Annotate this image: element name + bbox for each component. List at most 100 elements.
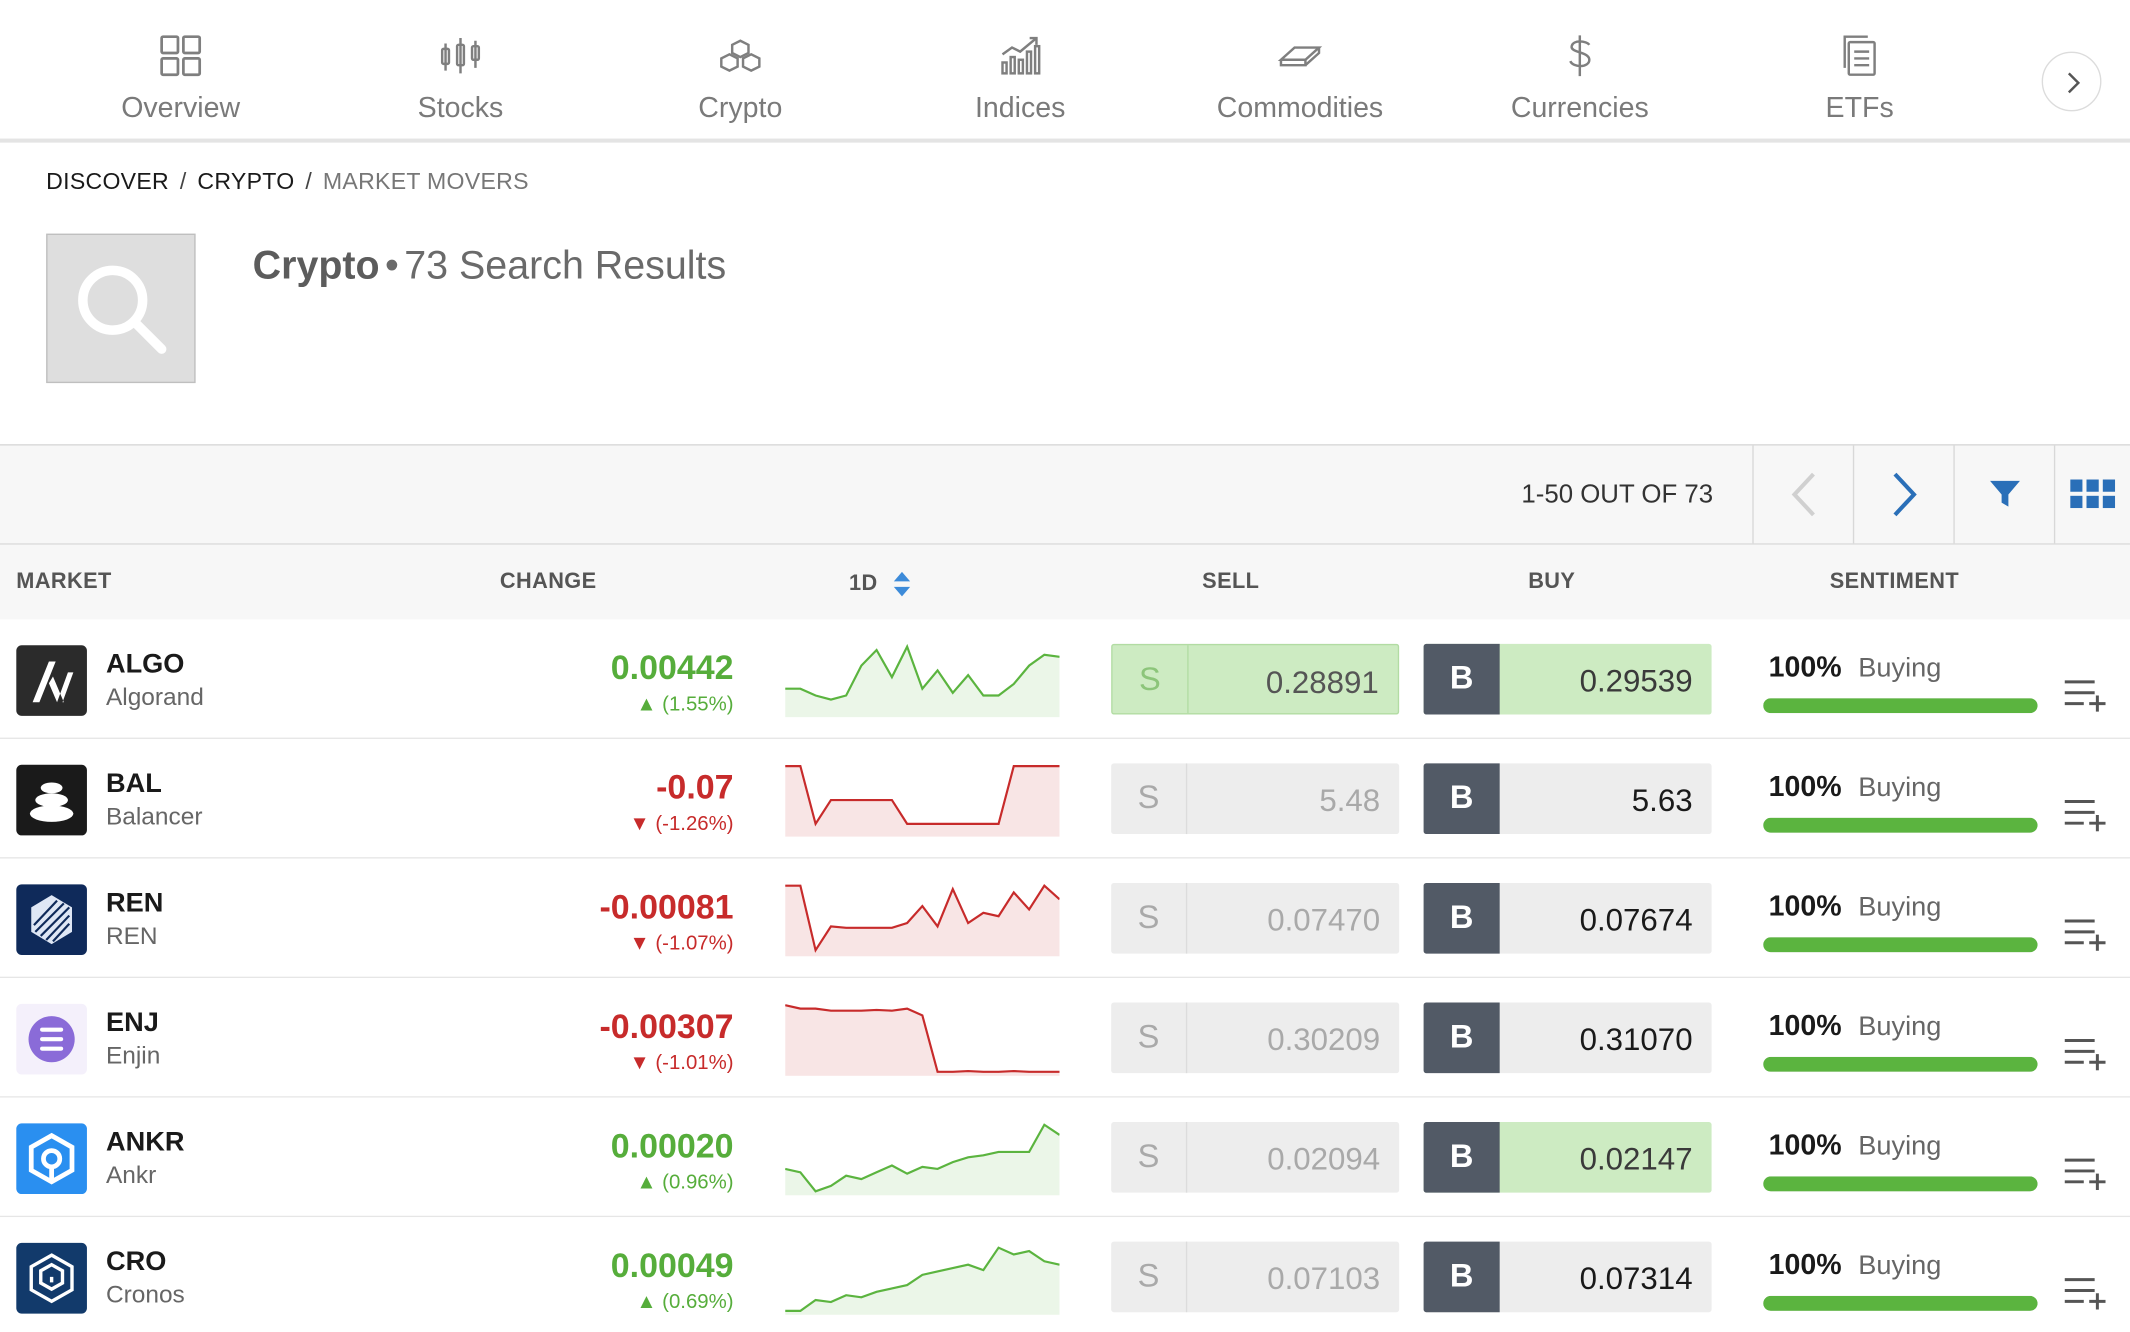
bar-trend-icon bbox=[1001, 36, 1041, 75]
buy-price: 0.31070 bbox=[1579, 1021, 1693, 1057]
market-symbol[interactable]: REN bbox=[105, 888, 164, 919]
market-name: Enjin bbox=[105, 1041, 161, 1070]
table-row[interactable]: CRO Cronos 0.00049 ▲ (0.69%) S 0.07103 B 0… bbox=[0, 1217, 2130, 1332]
add-to-watchlist-icon[interactable] bbox=[2062, 793, 2108, 832]
column-header-period[interactable]: 1D bbox=[849, 571, 911, 598]
buy-button[interactable]: B 0.07674 bbox=[1423, 882, 1712, 954]
column-header-sentiment[interactable]: SENTIMENT bbox=[1829, 570, 1960, 594]
sentiment-percent: 100% bbox=[1768, 652, 1842, 684]
gold-bar-icon bbox=[1277, 46, 1323, 67]
search-icon bbox=[78, 265, 167, 354]
buy-button[interactable]: B 5.63 bbox=[1423, 763, 1712, 835]
market-symbol[interactable]: ANKR bbox=[105, 1127, 185, 1158]
column-header-market[interactable]: MARKET bbox=[16, 570, 112, 594]
filter-button[interactable] bbox=[1953, 445, 2054, 544]
change-value: 0.00049 bbox=[610, 1247, 734, 1286]
sparkline-chart bbox=[785, 1246, 1060, 1315]
grid-icon bbox=[160, 35, 202, 77]
category-nav: Overview Stocks Crypto Indices bbox=[0, 0, 2130, 143]
sell-price: 0.07103 bbox=[1267, 1260, 1381, 1296]
nav-item-etfs[interactable]: ETFs bbox=[1720, 0, 2000, 139]
dollar-icon bbox=[1569, 35, 1591, 77]
nav-item-indices[interactable]: Indices bbox=[880, 0, 1160, 139]
buy-button[interactable]: B 0.31070 bbox=[1423, 1002, 1712, 1074]
sparkline-line bbox=[785, 1123, 1060, 1193]
nav-scroll-right-button[interactable] bbox=[2041, 51, 2102, 112]
table-row[interactable]: ENJ Enjin -0.00307 ▼ (-1.01%) S 0.30209 B… bbox=[0, 978, 2130, 1098]
nav-item-commodities[interactable]: Commodities bbox=[1160, 0, 1440, 139]
pagination-label: 1-50 OUT OF 73 bbox=[1521, 480, 1714, 510]
nav-item-crypto[interactable]: Crypto bbox=[600, 0, 880, 139]
sell-price: 0.30209 bbox=[1267, 1021, 1381, 1057]
nav-item-currencies[interactable]: Currencies bbox=[1440, 0, 1720, 139]
market-name: Balancer bbox=[105, 802, 203, 830]
column-header-sell[interactable]: SELL bbox=[1202, 570, 1260, 594]
sell-button[interactable]: S 0.28891 bbox=[1111, 643, 1400, 715]
buy-price: 0.02147 bbox=[1579, 1141, 1693, 1177]
sell-button[interactable]: S 0.02094 bbox=[1111, 1122, 1400, 1193]
sell-button[interactable]: S 0.07470 bbox=[1111, 882, 1400, 954]
buy-price: 0.07674 bbox=[1579, 901, 1693, 938]
sell-button[interactable]: S 5.48 bbox=[1111, 763, 1400, 835]
search-thumbnail bbox=[46, 233, 196, 384]
buy-price: 5.63 bbox=[1631, 782, 1693, 818]
ren-logo bbox=[16, 884, 87, 955]
sentiment-label: Buying bbox=[1858, 653, 1942, 684]
buy-button[interactable]: B 0.29539 bbox=[1423, 643, 1712, 715]
table-row[interactable]: BAL Balancer -0.07 ▼ (-1.26%) S 5.48 B 5.6… bbox=[0, 738, 2130, 859]
sparkline-chart bbox=[785, 1123, 1060, 1196]
sentiment-bar-fill bbox=[1763, 1056, 2038, 1072]
add-to-watchlist-icon[interactable] bbox=[2062, 1032, 2108, 1071]
sell-price: 0.02094 bbox=[1267, 1141, 1381, 1177]
table-row[interactable]: ALGO Algorand 0.00442 ▲ (1.55%) S 0.28891… bbox=[0, 619, 2130, 739]
sparkline-area bbox=[785, 1247, 1060, 1315]
sentiment-bar bbox=[1763, 937, 2038, 953]
next-page-button[interactable] bbox=[1852, 445, 1954, 544]
market-symbol[interactable]: ALGO bbox=[105, 649, 185, 680]
sell-letter: S bbox=[1113, 645, 1189, 714]
arrow-down-icon: ▼ bbox=[629, 812, 656, 836]
column-header-buy[interactable]: BUY bbox=[1528, 570, 1576, 594]
nav-item-overview[interactable]: Overview bbox=[41, 0, 321, 139]
results-count: 73 Search Results bbox=[404, 244, 727, 288]
add-to-watchlist-icon[interactable] bbox=[2062, 913, 2108, 951]
market-symbol[interactable]: ENJ bbox=[105, 1007, 159, 1038]
table-row[interactable]: REN REN -0.00081 ▼ (-1.07%) S 0.07470 B 0.… bbox=[0, 858, 2130, 979]
sparkline-chart bbox=[785, 643, 1060, 718]
page-title: Crypto • 73 Search Results bbox=[253, 245, 727, 290]
sell-letter: S bbox=[1111, 1002, 1188, 1074]
breadcrumb-crypto[interactable]: CRYPTO bbox=[197, 168, 295, 195]
sell-button[interactable]: S 0.30209 bbox=[1111, 1002, 1400, 1074]
sentiment-bar-fill bbox=[1763, 937, 2038, 953]
grid-view-button[interactable] bbox=[2053, 445, 2130, 544]
buy-price: 0.29539 bbox=[1579, 662, 1693, 699]
nav-label-etfs: ETFs bbox=[1825, 92, 1894, 124]
add-to-watchlist-icon[interactable] bbox=[2062, 1152, 2108, 1190]
change-value: -0.00307 bbox=[599, 1007, 734, 1046]
table-row[interactable]: ANKR Ankr 0.00020 ▲ (0.96%) S 0.02094 B 0.… bbox=[0, 1097, 2130, 1218]
market-symbol[interactable]: BAL bbox=[105, 768, 162, 799]
add-to-watchlist-icon[interactable] bbox=[2062, 674, 2108, 712]
sell-letter: S bbox=[1111, 882, 1188, 954]
sparkline-chart bbox=[785, 1004, 1060, 1076]
nav-item-stocks[interactable]: Stocks bbox=[321, 0, 601, 139]
sell-letter: S bbox=[1111, 1241, 1188, 1313]
change-percent-value: (1.55%) bbox=[662, 692, 734, 716]
sell-price: 5.48 bbox=[1319, 782, 1381, 818]
buy-button[interactable]: B 0.02147 bbox=[1423, 1122, 1712, 1193]
column-header-change[interactable]: CHANGE bbox=[499, 570, 597, 594]
add-to-watchlist-icon[interactable] bbox=[2062, 1271, 2108, 1310]
sell-button[interactable]: S 0.07103 bbox=[1111, 1241, 1400, 1313]
sentiment-bar-fill bbox=[1763, 1176, 2038, 1192]
sparkline-line bbox=[785, 1004, 1060, 1073]
candlestick-icon bbox=[440, 38, 481, 74]
market-symbol[interactable]: CRO bbox=[105, 1247, 167, 1277]
sell-price: 0.28891 bbox=[1265, 664, 1379, 700]
sparkline-line bbox=[785, 1246, 1060, 1312]
prev-page-button[interactable] bbox=[1752, 445, 1853, 544]
buy-button[interactable]: B 0.07314 bbox=[1423, 1241, 1712, 1313]
sentiment-label: Buying bbox=[1858, 1251, 1942, 1281]
breadcrumb-discover[interactable]: DISCOVER bbox=[46, 168, 169, 195]
sentiment-label: Buying bbox=[1858, 772, 1942, 803]
